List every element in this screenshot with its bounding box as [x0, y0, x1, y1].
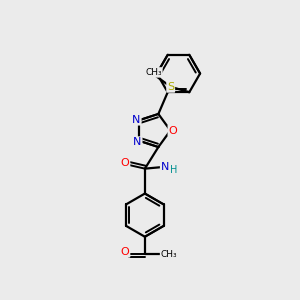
- Text: N: N: [132, 115, 141, 125]
- Text: CH₃: CH₃: [160, 250, 177, 259]
- Text: N: N: [161, 162, 169, 172]
- Text: H: H: [170, 164, 178, 175]
- Text: O: O: [168, 125, 177, 136]
- Text: CH₃: CH₃: [145, 68, 162, 77]
- Text: S: S: [167, 82, 174, 92]
- Text: N: N: [133, 137, 142, 147]
- Text: O: O: [121, 158, 130, 168]
- Text: O: O: [121, 247, 130, 257]
